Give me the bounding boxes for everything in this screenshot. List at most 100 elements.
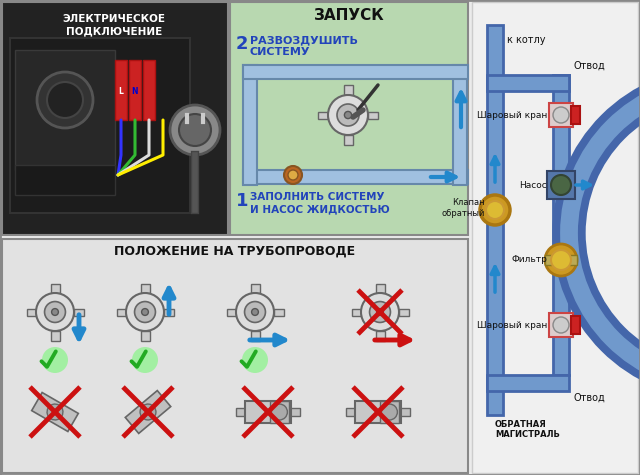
Bar [545, 255, 553, 265]
Bar [164, 308, 173, 315]
Circle shape [37, 72, 93, 128]
Bar [227, 308, 236, 315]
Text: N: N [132, 87, 138, 96]
Bar [15, 50, 115, 170]
Bar [243, 170, 468, 184]
Circle shape [242, 347, 268, 373]
Circle shape [132, 347, 158, 373]
Bar [74, 308, 83, 315]
Bar [472, 2, 638, 473]
Text: ОБРАТНАЯ
МАГИСТРАЛЬ: ОБРАТНАЯ МАГИСТРАЛЬ [495, 420, 560, 439]
Bar [376, 284, 385, 293]
Text: Отвод: Отвод [573, 393, 605, 403]
Circle shape [337, 104, 359, 126]
Text: L: L [118, 87, 124, 96]
Bar [351, 308, 361, 315]
Bar [346, 408, 357, 416]
Circle shape [52, 309, 58, 315]
Circle shape [551, 175, 571, 195]
Bar [487, 75, 569, 91]
Bar [10, 38, 190, 213]
Text: Клапан
обратный: Клапан обратный [442, 198, 485, 218]
Circle shape [42, 347, 68, 373]
Circle shape [486, 201, 504, 219]
Bar [270, 400, 289, 423]
Bar [453, 65, 467, 185]
Bar [274, 308, 284, 315]
Bar [289, 408, 300, 416]
Circle shape [126, 293, 164, 331]
Text: 1: 1 [236, 192, 248, 210]
Text: ЗАПУСК: ЗАПУСК [314, 8, 385, 23]
Circle shape [45, 302, 65, 323]
Text: 2: 2 [236, 35, 248, 53]
Bar [141, 331, 150, 341]
Text: РАЗВОЗДУШИТЬ
СИСТЕМУ: РАЗВОЗДУШИТЬ СИСТЕМУ [250, 35, 358, 57]
Bar [2, 2, 228, 235]
Bar [549, 313, 573, 337]
Circle shape [179, 114, 211, 146]
Bar [26, 308, 36, 315]
Bar [129, 60, 141, 120]
Bar [51, 284, 60, 293]
Bar [250, 331, 259, 341]
Circle shape [361, 293, 399, 331]
Circle shape [134, 302, 156, 323]
Circle shape [553, 317, 569, 333]
Bar [487, 25, 503, 415]
Circle shape [284, 166, 302, 184]
Bar [115, 60, 127, 120]
Bar [399, 308, 408, 315]
Circle shape [369, 302, 390, 323]
Circle shape [170, 105, 220, 155]
Bar [368, 112, 378, 118]
Bar [549, 103, 573, 127]
Bar [125, 390, 171, 434]
Bar [141, 284, 150, 293]
Text: Шаровый кран: Шаровый кран [477, 111, 547, 120]
Bar [143, 60, 155, 120]
Bar [116, 308, 126, 315]
Bar [376, 331, 385, 341]
Circle shape [376, 309, 383, 315]
Text: Насос: Насос [519, 180, 547, 190]
Bar [230, 2, 468, 235]
Circle shape [551, 250, 571, 270]
Circle shape [244, 302, 266, 323]
Bar [380, 400, 399, 423]
Bar [571, 106, 580, 124]
Text: ПОЛОЖЕНИЕ НА ТРУБОПРОВОДЕ: ПОЛОЖЕНИЕ НА ТРУБОПРОВОДЕ [115, 245, 356, 258]
Circle shape [236, 293, 274, 331]
Circle shape [47, 82, 83, 118]
Bar [243, 65, 257, 185]
Circle shape [381, 404, 397, 420]
Text: Шаровый кран: Шаровый кран [477, 321, 547, 330]
Circle shape [141, 309, 148, 315]
Bar [571, 316, 580, 334]
Bar [245, 400, 291, 423]
Bar [344, 85, 353, 95]
Bar [243, 65, 468, 79]
Bar [15, 165, 115, 195]
Text: Отвод: Отвод [573, 61, 605, 71]
Circle shape [344, 112, 351, 119]
Circle shape [553, 107, 569, 123]
Bar [318, 112, 328, 118]
Circle shape [36, 293, 74, 331]
Circle shape [271, 404, 287, 420]
Circle shape [288, 170, 298, 180]
Bar [31, 392, 78, 431]
Circle shape [140, 404, 156, 420]
Bar [355, 400, 401, 423]
Circle shape [545, 244, 577, 276]
Text: к котлу: к котлу [507, 35, 545, 45]
Bar [569, 255, 577, 265]
Bar [236, 408, 247, 416]
Bar [250, 284, 259, 293]
Text: ЗАПОЛНИТЬ СИСТЕМУ
И НАСОС ЖИДКОСТЬЮ: ЗАПОЛНИТЬ СИСТЕМУ И НАСОС ЖИДКОСТЬЮ [250, 192, 390, 214]
Bar [51, 331, 60, 341]
Bar [487, 375, 569, 391]
Bar [547, 171, 575, 199]
Circle shape [252, 309, 259, 315]
Text: Фильтр: Фильтр [511, 256, 547, 265]
